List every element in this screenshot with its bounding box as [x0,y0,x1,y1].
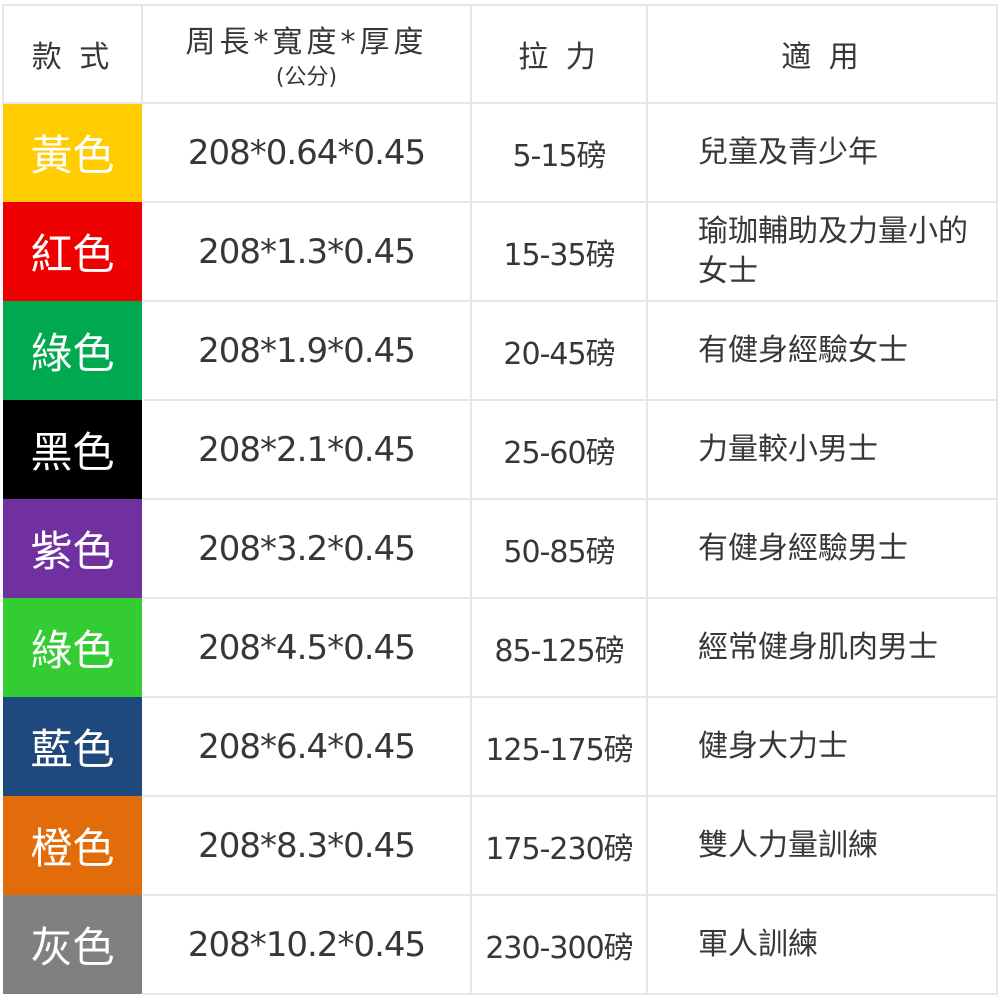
color-cell: 紅色 [3,202,142,301]
force-cell: 15-35磅 [470,201,648,302]
size-cell: 208*2.1*0.45 [141,399,472,500]
header-style: 款 式 [2,4,143,104]
header-force: 拉 力 [470,4,648,104]
use-cell: 雙人力量訓練 [646,795,998,896]
force-cell: 25-60磅 [470,399,648,500]
header-row: 款 式 周長*寬度*厚度 (公分) 拉 力 適 用 [2,4,998,104]
table-row: 藍色 208*6.4*0.45 125-175磅 健身大力士 [3,696,998,797]
size-cell: 208*1.9*0.45 [141,300,472,401]
table-row: 黃色 208*0.64*0.45 5-15磅 兒童及青少年 [3,102,998,203]
table-row: 灰色 208*10.2*0.45 230-300磅 軍人訓練 [3,894,998,995]
color-cell: 黑色 [3,400,142,499]
force-cell: 5-15磅 [470,102,648,203]
use-cell: 健身大力士 [646,696,998,797]
force-cell: 125-175磅 [470,696,648,797]
force-cell: 230-300磅 [470,894,648,995]
header-size-label: 周長*寬度*厚度 [185,25,428,60]
table-row: 橙色 208*8.3*0.45 175-230磅 雙人力量訓練 [3,795,998,896]
color-cell: 黃色 [3,103,142,202]
color-cell: 綠色 [3,598,142,697]
size-cell: 208*8.3*0.45 [141,795,472,896]
table-row: 黑色 208*2.1*0.45 25-60磅 力量較小男士 [3,399,998,500]
force-cell: 50-85磅 [470,498,648,599]
size-cell: 208*4.5*0.45 [141,597,472,698]
size-cell: 208*0.64*0.45 [141,102,472,203]
size-cell: 208*10.2*0.45 [141,894,472,995]
table-row: 綠色 208*4.5*0.45 85-125磅 經常健身肌肉男士 [3,597,998,698]
use-cell: 經常健身肌肉男士 [646,597,998,698]
use-cell: 有健身經驗男士 [646,498,998,599]
header-use: 適 用 [646,4,998,104]
size-cell: 208*6.4*0.45 [141,696,472,797]
size-cell: 208*3.2*0.45 [141,498,472,599]
use-cell: 軍人訓練 [646,894,998,995]
header-size-unit: (公分) [275,65,338,90]
color-cell: 藍色 [3,697,142,796]
header-size: 周長*寬度*厚度 (公分) [141,4,472,104]
color-cell: 紫色 [3,499,142,598]
size-cell: 208*1.3*0.45 [141,201,472,302]
use-cell: 兒童及青少年 [646,102,998,203]
force-cell: 85-125磅 [470,597,648,698]
table-row: 紫色 208*3.2*0.45 50-85磅 有健身經驗男士 [3,498,998,599]
table-row: 綠色 208*1.9*0.45 20-45磅 有健身經驗女士 [3,300,998,401]
force-cell: 175-230磅 [470,795,648,896]
resistance-band-spec-table: 款 式 周長*寬度*厚度 (公分) 拉 力 適 用 黃色 208*0.64*0.45… [2,4,998,995]
color-cell: 綠色 [3,301,142,400]
table-row: 紅色 208*1.3*0.45 15-35磅 瑜珈輔助及力量小的女士 [3,201,998,302]
force-cell: 20-45磅 [470,300,648,401]
use-cell: 力量較小男士 [646,399,998,500]
color-cell: 灰色 [3,895,142,994]
use-cell: 有健身經驗女士 [646,300,998,401]
use-cell: 瑜珈輔助及力量小的女士 [646,201,998,302]
color-cell: 橙色 [3,796,142,895]
